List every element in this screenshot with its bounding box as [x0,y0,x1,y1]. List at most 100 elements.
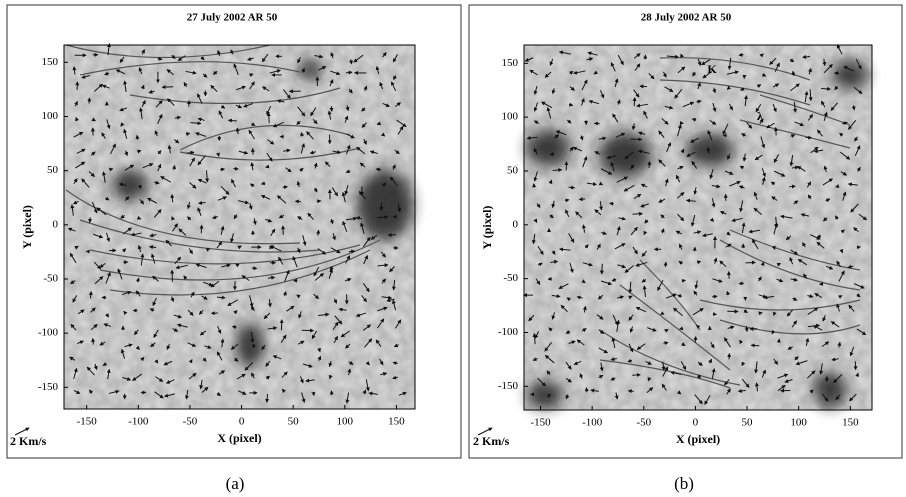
velocity-arrow [210,84,218,93]
velocity-arrow [712,278,723,283]
velocity-arrow [596,243,601,250]
velocity-arrow [726,388,731,395]
velocity-arrow [348,249,356,254]
velocity-arrow [791,70,796,76]
velocity-arrow [693,230,702,235]
velocity-arrow [780,214,793,219]
velocity-arrow [696,99,702,104]
velocity-arrow [575,211,583,219]
velocity-arrow [726,231,731,236]
annotation: K [707,62,717,76]
velocity-arrow [807,307,819,315]
velocity-arrow [663,341,669,346]
velocity-arrow [205,170,210,183]
velocity-arrow [748,229,760,234]
field-line [639,259,701,331]
velocity-arrow [329,218,334,225]
velocity-arrow [155,100,163,108]
velocity-arrow [853,86,863,95]
velocity-arrow [551,200,556,209]
velocity-arrow [73,390,81,395]
velocity-arrow [185,132,191,137]
velocity-arrow [726,70,739,75]
velocity-arrow [588,99,600,105]
velocity-arrow [77,340,84,345]
velocity-arrow [270,245,282,252]
panel: 27 July 2002 AR 50 -150 -100 -50 0 50 100 150 15… [10,12,416,493]
velocity-arrow [333,298,337,304]
velocity-arrow [260,195,271,200]
velocity-arrow [738,185,745,190]
velocity-arrow [236,373,246,380]
velocity-arrow [344,185,349,196]
velocity-arrow [132,373,143,381]
velocity-arrow [820,100,826,108]
velocity-arrow [856,245,862,250]
velocity-arrow [187,309,194,316]
velocity-arrow [702,233,713,238]
velocity-arrow [853,283,865,289]
velocity-arrow [810,234,821,240]
velocity-arrow [812,325,823,331]
velocity-arrow [624,151,634,160]
velocity-arrow [394,102,401,108]
velocity-arrow [725,243,732,248]
velocity-arrow [697,82,701,90]
velocity-arrow [821,86,831,91]
velocity-arrow [370,234,378,240]
velocity-arrow [266,112,271,124]
velocity-arrow [347,368,352,376]
dark-region [526,130,570,166]
velocity-arrow [391,279,396,291]
velocity-arrow [124,196,130,201]
velocity-arrow [839,248,844,254]
velocity-arrow [340,330,351,338]
velocity-arrow [830,321,840,328]
velocity-arrow [227,299,239,306]
velocity-arrow [555,130,567,136]
velocity-arrow [217,196,228,201]
velocity-arrow [785,235,792,241]
velocity-arrow [746,122,753,129]
velocity-arrow [124,150,129,157]
field-line [99,239,381,281]
velocity-arrow [753,207,762,215]
velocity-arrow [205,248,211,252]
dark-region [527,381,563,409]
velocity-arrow [719,211,727,215]
velocity-arrow [188,372,197,380]
velocity-arrow [581,224,586,233]
velocity-arrow [741,378,750,388]
velocity-arrow [573,70,586,75]
velocity-arrow [848,304,855,312]
velocity-arrow [612,113,619,123]
velocity-arrow [124,343,133,348]
velocity-arrow [364,338,373,348]
velocity-arrow [679,243,683,250]
velocity-arrow [789,184,796,189]
velocity-arrow [569,71,574,75]
velocity-arrow [265,375,271,380]
velocity-arrow [711,368,716,380]
velocity-arrow [81,74,90,79]
velocity-arrow [822,58,827,67]
velocity-arrow [346,133,355,139]
velocity-arrow [693,290,698,296]
velocity-arrow [666,54,679,59]
velocity-arrow [677,165,684,170]
velocity-arrow [241,275,250,281]
velocity-arrow [266,152,273,162]
velocity-arrow [568,102,574,107]
field-line [759,94,851,126]
velocity-arrow [234,357,239,362]
velocity-arrow [135,277,140,283]
velocity-arrow [199,379,204,390]
velocity-arrow [548,327,553,332]
velocity-arrow [136,215,142,220]
scale-label: 2 Km/s [473,434,510,448]
velocity-arrow [704,395,711,405]
velocity-arrow [727,325,735,330]
velocity-arrow [756,84,762,89]
velocity-arrow [72,66,77,75]
velocity-arrow [773,358,778,365]
